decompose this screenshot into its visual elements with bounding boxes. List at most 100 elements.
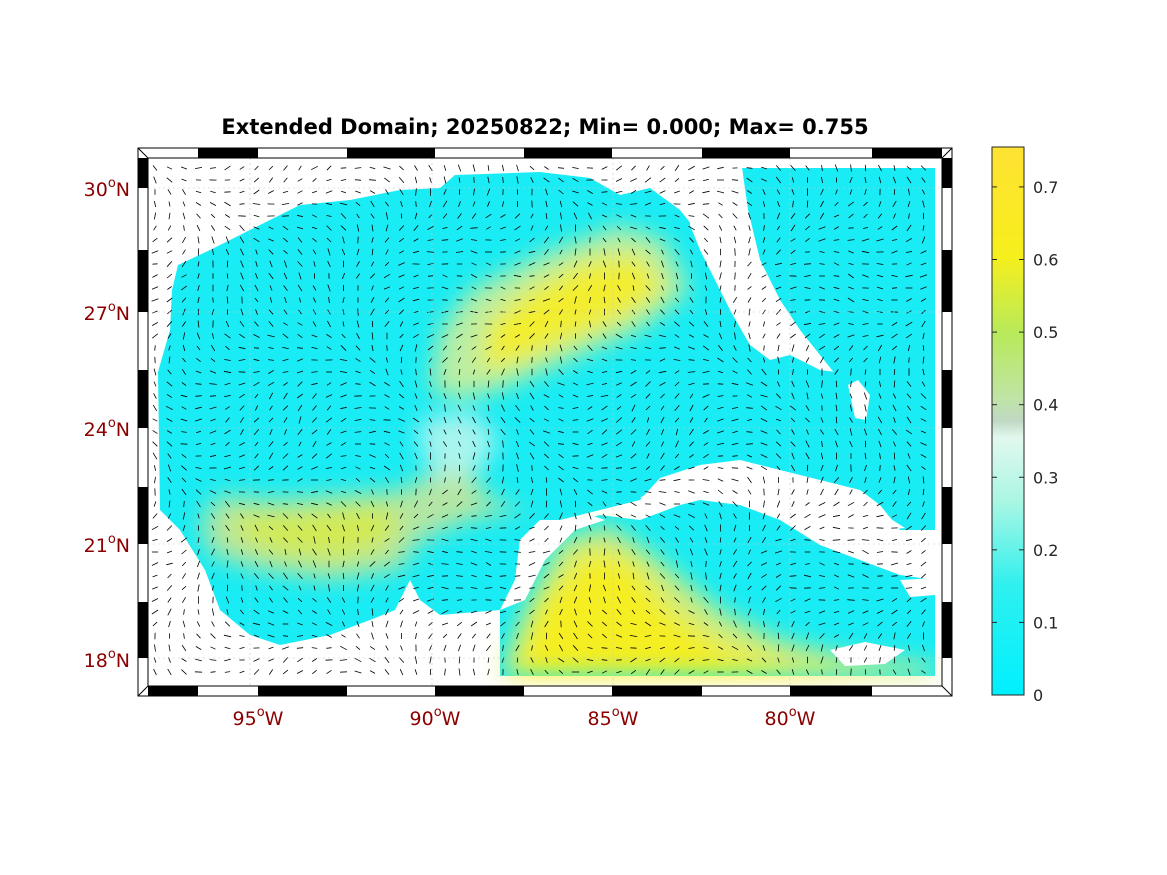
current-vector-arrow [790,610,796,614]
current-vector-arrow [559,596,563,604]
current-vector-arrow [441,310,449,314]
current-vector-arrow [674,393,680,399]
current-vector-arrow [820,488,824,496]
current-vector-arrow [340,382,347,386]
current-vector-arrow [848,357,854,363]
current-vector-arrow [370,500,375,508]
current-vector-arrow [385,309,389,315]
current-vector-arrow [820,417,824,423]
current-vector-arrow [269,585,273,591]
current-vector-arrow [326,442,332,446]
current-vector-arrow [833,286,840,290]
current-vector-arrow [297,572,303,580]
current-vector-arrow [484,587,493,589]
current-vector-arrow [862,310,869,314]
current-vector-arrow [559,537,563,543]
current-vector-arrow [500,416,506,424]
current-vector-arrow [777,488,780,496]
current-vector-arrow [384,321,390,327]
current-vector-arrow [253,429,260,435]
current-vector-arrow [471,633,477,639]
current-vector-arrow [847,539,855,541]
current-vector-arrow [891,225,898,231]
current-vector-arrow [311,226,318,230]
current-vector-arrow [922,225,925,231]
current-vector-arrow [398,262,405,266]
current-vector-arrow [283,417,288,423]
current-vector-arrow [617,237,621,243]
current-vector-arrow [371,344,374,352]
current-vector-arrow [197,609,200,615]
current-vector-arrow [835,657,838,663]
current-vector-arrow [413,224,419,232]
current-vector-arrow [862,610,869,614]
current-vector-arrow [312,297,317,303]
current-vector-arrow [297,537,303,543]
current-vector-arrow [543,262,550,266]
florida-peninsula [690,168,800,360]
current-vector-arrow [763,620,765,628]
current-vector-arrow [471,346,477,350]
current-vector-arrow [558,262,564,266]
current-vector-arrow [283,177,288,183]
current-vector-arrow [776,429,781,435]
current-vector-arrow [777,344,780,352]
current-vector-arrow [514,417,521,423]
current-vector-arrow [646,261,650,267]
current-vector-arrow [442,227,448,229]
current-vector-arrow [674,177,680,183]
current-vector-arrow [442,489,448,495]
current-vector-arrow [516,477,519,483]
current-vector-arrow [821,176,823,184]
current-vector-arrow [168,489,171,495]
current-vector-arrow [631,297,636,303]
current-vector-arrow [891,621,898,627]
colorbar-tick-label: 0 [1033,686,1043,705]
current-vector-arrow [615,634,623,638]
current-vector-arrow [253,609,260,615]
current-vector-arrow [835,404,838,412]
current-vector-arrow [702,635,710,637]
current-vector-arrow [516,464,519,472]
current-vector-arrow [601,371,608,373]
current-vector-arrow [818,226,826,230]
current-vector-arrow [268,370,274,374]
current-vector-arrow [167,333,172,339]
current-vector-arrow [326,382,332,386]
current-vector-arrow [470,587,478,589]
current-vector-arrow [284,296,287,304]
current-vector-arrow [151,298,159,302]
current-vector-arrow [500,334,506,338]
current-vector-arrow [659,226,666,230]
current-vector-arrow [674,321,680,327]
current-vector-arrow [777,644,780,652]
current-vector-arrow [327,248,331,256]
current-vector-arrow [777,200,780,208]
current-vector-arrow [617,285,621,291]
current-vector-arrow [878,176,882,184]
current-vector-arrow [876,598,884,602]
current-vector-arrow [615,191,623,193]
colorbar-gradient [991,146,1025,696]
current-vector-arrow [659,657,666,663]
current-vector-arrow [415,368,417,376]
current-vector-arrow [776,275,781,277]
current-vector-arrow [339,202,348,206]
current-vector-arrow [818,323,826,325]
current-vector-arrow [574,296,577,304]
current-vector-arrow [485,213,492,219]
current-vector-arrow [849,393,853,399]
current-vector-arrow [414,656,418,664]
current-vector-arrow [224,225,231,231]
current-vector-arrow [661,285,664,291]
current-vector-arrow [775,453,782,459]
current-vector-arrow [760,381,768,387]
current-vector-arrow [499,515,507,517]
current-vector-arrow [616,596,622,604]
current-vector-arrow [544,597,549,603]
current-vector-arrow [470,334,478,338]
current-vector-arrow [877,226,883,230]
current-vector-arrow [658,334,667,338]
current-vector-arrow [862,599,869,601]
current-vector-arrow [412,250,420,254]
